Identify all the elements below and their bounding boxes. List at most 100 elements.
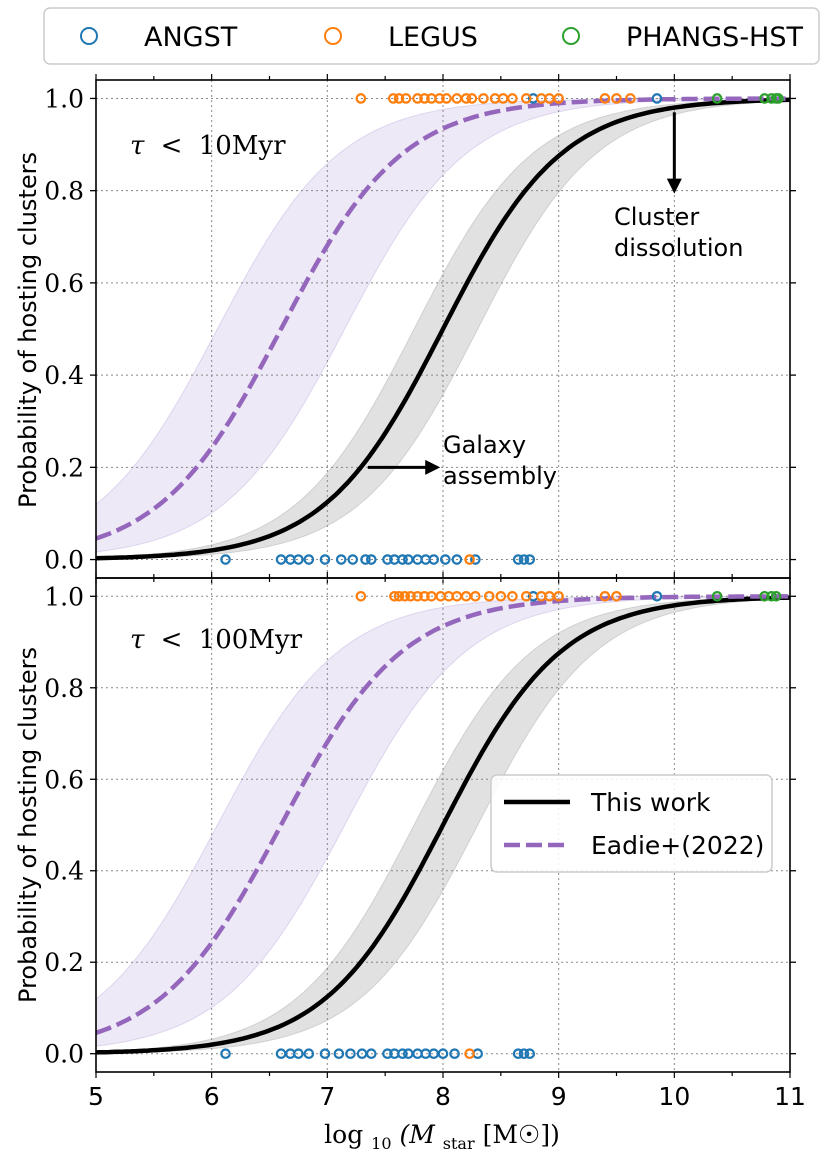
panel1-point-hosting-legus-16: [520, 590, 532, 602]
curve-legend: This work Eadie+(2022): [490, 774, 773, 873]
panel0-point-non-hosting-angst-22: [524, 554, 536, 565]
panel1-point-hosting-legus-13: [483, 590, 495, 602]
panel0-point-hosting-angst-1: [651, 93, 663, 104]
panel0-point-hosting-phangs-hst-1: [759, 93, 770, 104]
panel-bottom-label-tau: τ: [130, 625, 145, 655]
panel0-curve-eadie: [95, 96, 790, 541]
panel1-point-hosting-legus-19: [553, 590, 564, 602]
panel0-point-hosting-legus-7: [434, 93, 445, 104]
panel1-point-hosting-phangs-hst-3: [770, 590, 782, 602]
panel0-point-hosting-legus-8: [441, 93, 452, 104]
x-tick-label-3: 8: [435, 1082, 451, 1111]
panel0-point-non-hosting-angst-0: [220, 554, 231, 565]
panel0-point-hosting-legus-16: [520, 93, 532, 104]
panel1-point-hosting-legus-21: [611, 590, 622, 602]
panel0-ytick-label-4: 0.8: [44, 177, 84, 206]
annotation-cluster-line2: dissolution: [614, 234, 743, 262]
panel1-ytick-label-3: 0.6: [44, 765, 84, 794]
panel1-point-hosting-angst-1: [651, 590, 663, 602]
panel0-point-hosting-legus-10: [460, 93, 472, 104]
panel1-point-hosting-legus-12: [470, 590, 481, 602]
annotation-galaxy-assembly: Galaxy assembly: [443, 431, 557, 490]
panel0-point-non-hosting-angst-3: [293, 554, 304, 565]
panel0-point-hosting-legus-3: [400, 93, 412, 104]
legend-label-eadie: Eadie+(2022): [591, 831, 764, 860]
panel0-point-non-hosting-angst-9: [365, 554, 377, 565]
panel0-point-non-hosting-angst-17: [440, 554, 451, 565]
panel-bottom: 0.0 0.2 0.4 0.6 0.8 1.0 5 6 7 8 9 10 11 τ < 100Myr T…: [44, 572, 806, 1111]
annotation-galaxy-line1: Galaxy: [443, 431, 526, 459]
legend-label-this-work: This work: [590, 788, 711, 817]
x-axis-label: log 10 (M star [M☉]): [324, 1120, 560, 1155]
panel0-point-hosting-phangs-hst-0: [711, 93, 723, 104]
panel0-point-non-hosting-angst-16: [428, 554, 440, 565]
x-tick-label-1: 6: [204, 1082, 220, 1111]
x-tick-label-6: 11: [774, 1082, 806, 1111]
panel-top-label-tau: τ: [130, 131, 145, 161]
panel0-point-non-hosting-angst-4: [303, 554, 315, 565]
panel0-point-hosting-phangs-hst-2: [766, 93, 777, 104]
panel1-ytick-label-1: 0.2: [44, 948, 84, 977]
panel0-curve-this-work: [95, 97, 791, 561]
panel0-ytick-label-1: 0.2: [44, 453, 84, 482]
panel0-point-non-hosting-angst-8: [360, 554, 371, 565]
x-axis-label-sub: 10: [371, 1134, 391, 1153]
panel1-point-hosting-legus-2: [393, 590, 405, 602]
panel1-point-hosting-legus-0: [355, 590, 367, 602]
panel1-curve-eadie: [95, 594, 790, 1035]
panel1-ytick-label-5: 1.0: [44, 582, 84, 611]
panel0-ytick-label-3: 0.6: [44, 269, 84, 298]
panel-top-label-value: 10Myr: [199, 131, 286, 161]
panel1-point-non-hosting-angst-22: [524, 1048, 536, 1060]
panel1-point-hosting-legus-6: [419, 590, 430, 602]
x-tick-label-4: 9: [551, 1082, 567, 1111]
panel1-point-non-hosting-angst-17: [437, 1048, 449, 1060]
panel1-point-non-hosting-angst-6: [333, 1048, 345, 1060]
panel0-point-non-hosting-angst-10: [382, 554, 393, 565]
legend-marker-legus: [324, 27, 342, 45]
legend-label-phangs: PHANGS-HST: [626, 22, 803, 53]
curve-legend-frame: [490, 774, 773, 873]
panel-bottom-label-lt: <: [161, 625, 183, 655]
panel1-point-non-hosting-angst-5: [319, 1048, 331, 1060]
panel0-point-hosting-legus-21: [611, 93, 622, 104]
panel-bottom-axes: 0.0 0.2 0.4 0.6 0.8 1.0 5 6 7 8 9 10 11: [44, 572, 806, 1111]
legend-marker-angst: [80, 27, 98, 45]
panel0-point-non-hosting-angst-19: [470, 554, 481, 565]
x-tick-label-0: 5: [88, 1082, 104, 1111]
panel-bottom-label-value: 100Myr: [199, 625, 303, 655]
panel-top-label: τ < 10Myr: [130, 131, 286, 161]
panel1-point-hosting-phangs-hst-2: [766, 590, 777, 602]
panel-bottom-points: [220, 590, 782, 1060]
panel-top: 0.0 0.2 0.4 0.6 0.8 1.0 τ < 10Myr Cluster dis…: [44, 74, 796, 584]
panel-top-points: [220, 93, 784, 565]
panel0-point-hosting-legus-2: [393, 93, 405, 104]
panel1-curve-this-work: [95, 595, 791, 1055]
panel0-point-hosting-legus-19: [553, 93, 564, 104]
legend-marker-phangs: [562, 27, 580, 45]
panel1-point-non-hosting-angst-20: [512, 1048, 524, 1060]
panel0-point-non-hosting-angst-7: [347, 554, 359, 565]
legend-label-legus: LEGUS: [388, 22, 478, 53]
annotation-cluster-line1: Cluster: [614, 203, 699, 231]
panel1-ytick-label-4: 0.8: [44, 674, 84, 703]
panel1-ytick-label-2: 0.4: [44, 857, 84, 886]
panel0-point-hosting-legus-11: [466, 93, 478, 104]
panel0-point-non-hosting-angst-12: [397, 554, 408, 565]
top-legend-frame: [43, 7, 820, 65]
panel1-point-hosting-legus-15: [507, 590, 518, 602]
panel0-point-hosting-legus-0: [355, 93, 367, 104]
panel0-point-non-hosting-legus-0: [464, 554, 475, 565]
panel0-ytick-label-2: 0.4: [44, 361, 84, 390]
panel1-point-non-hosting-angst-18: [449, 1048, 460, 1060]
panel1-point-hosting-legus-4: [405, 590, 416, 602]
panel1-point-non-hosting-angst-21: [518, 1048, 530, 1060]
y-axis-label-bottom: Probability of hosting clusters: [14, 647, 42, 1003]
panel-top-grid: [96, 80, 790, 578]
panel0-point-hosting-legus-5: [419, 93, 430, 104]
panel1-point-non-hosting-angst-10: [382, 1048, 393, 1060]
panel1-point-non-hosting-angst-7: [345, 1048, 356, 1060]
panel1-point-non-hosting-angst-3: [293, 1048, 304, 1060]
panel0-point-hosting-phangs-hst-4: [773, 93, 784, 104]
panel1-point-hosting-legus-14: [495, 590, 507, 602]
